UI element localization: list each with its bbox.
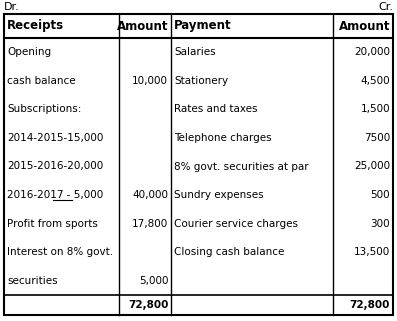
Text: Subscriptions:: Subscriptions: <box>7 104 81 114</box>
Text: Cr.: Cr. <box>378 2 393 12</box>
Text: 2014-2015-15,000: 2014-2015-15,000 <box>7 133 103 143</box>
Text: securities: securities <box>7 276 58 286</box>
Text: Closing cash balance: Closing cash balance <box>174 247 285 257</box>
Text: Stationery: Stationery <box>174 76 228 86</box>
Text: Interest on 8% govt.: Interest on 8% govt. <box>7 247 113 257</box>
Text: 13,500: 13,500 <box>354 247 390 257</box>
Text: cash balance: cash balance <box>7 76 75 86</box>
Text: 25,000: 25,000 <box>354 161 390 171</box>
Text: 2016-2017 - 5,000: 2016-2017 - 5,000 <box>7 190 103 200</box>
Text: 500: 500 <box>370 190 390 200</box>
Text: 8% govt. securities at par: 8% govt. securities at par <box>174 161 309 171</box>
Text: Salaries: Salaries <box>174 47 216 57</box>
Text: Telephone charges: Telephone charges <box>174 133 272 143</box>
Text: 17,800: 17,800 <box>132 219 168 229</box>
Text: Payment: Payment <box>174 20 232 32</box>
Text: Amount: Amount <box>339 20 390 32</box>
Text: 2015-2016-20,000: 2015-2016-20,000 <box>7 161 103 171</box>
Text: Courier service charges: Courier service charges <box>174 219 298 229</box>
Text: 40,000: 40,000 <box>132 190 168 200</box>
Text: 1,500: 1,500 <box>360 104 390 114</box>
Text: Sundry expenses: Sundry expenses <box>174 190 264 200</box>
Text: Profit from sports: Profit from sports <box>7 219 98 229</box>
Text: 4,500: 4,500 <box>360 76 390 86</box>
Text: 5,000: 5,000 <box>139 276 168 286</box>
Text: 10,000: 10,000 <box>132 76 168 86</box>
Text: Opening: Opening <box>7 47 51 57</box>
Text: Dr.: Dr. <box>4 2 20 12</box>
Text: 20,000: 20,000 <box>354 47 390 57</box>
Text: 7500: 7500 <box>364 133 390 143</box>
Text: Rates and taxes: Rates and taxes <box>174 104 258 114</box>
Text: 300: 300 <box>370 219 390 229</box>
Text: Amount: Amount <box>117 20 168 32</box>
Text: Receipts: Receipts <box>7 20 64 32</box>
Text: 72,800: 72,800 <box>128 300 168 310</box>
Text: 72,800: 72,800 <box>350 300 390 310</box>
